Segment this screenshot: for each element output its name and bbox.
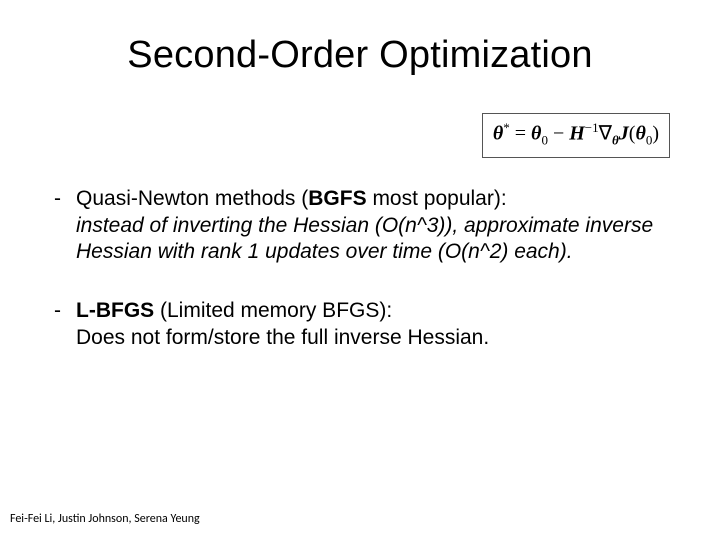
- bullet-dash: -: [48, 298, 76, 352]
- bullet-text: most popular):: [367, 187, 507, 210]
- formula-minus: −: [548, 123, 569, 145]
- bullet-bold: BGFS: [308, 187, 366, 210]
- bullet-body: L-BFGS (Limited memory BFGS): Does not f…: [76, 298, 672, 352]
- bullet-body: Quasi-Newton methods (BGFS most popular)…: [76, 186, 672, 267]
- formula-h: H: [569, 123, 585, 145]
- bullet-text: Does not form/store the full inverse Hes…: [76, 326, 489, 349]
- formula-theta: θ: [493, 123, 503, 145]
- formula-j: J: [619, 123, 629, 145]
- formula-nabla: ∇: [599, 123, 612, 145]
- slide: Second-Order Optimization θ* = θ0 − H−1∇…: [0, 0, 720, 540]
- bullet-item: - L-BFGS (Limited memory BFGS): Does not…: [48, 298, 672, 352]
- formula-container: θ* = θ0 − H−1∇θJ(θ0): [48, 113, 670, 158]
- formula-close: ): [652, 123, 659, 145]
- newton-update-formula: θ* = θ0 − H−1∇θJ(θ0): [482, 113, 670, 158]
- bullet-bold: L-BFGS: [76, 299, 154, 322]
- formula-theta0: θ: [531, 123, 541, 145]
- formula-theta0b: θ: [635, 123, 645, 145]
- bullet-list: - Quasi-Newton methods (BGFS most popula…: [48, 186, 672, 352]
- bullet-text: Quasi-Newton methods (: [76, 187, 308, 210]
- bullet-text-italic: instead of inverting the Hessian (O(n^3)…: [76, 214, 653, 264]
- slide-title: Second-Order Optimization: [48, 34, 672, 77]
- bullet-dash: -: [48, 186, 76, 267]
- bullet-item: - Quasi-Newton methods (BGFS most popula…: [48, 186, 672, 267]
- formula-neg1: −1: [585, 120, 599, 135]
- formula-eq: =: [510, 123, 531, 145]
- formula-theta-sub: θ: [612, 133, 619, 148]
- slide-footer: Fei-Fei Li, Justin Johnson, Serena Yeung: [10, 512, 200, 526]
- bullet-text: (Limited memory BFGS):: [154, 299, 392, 322]
